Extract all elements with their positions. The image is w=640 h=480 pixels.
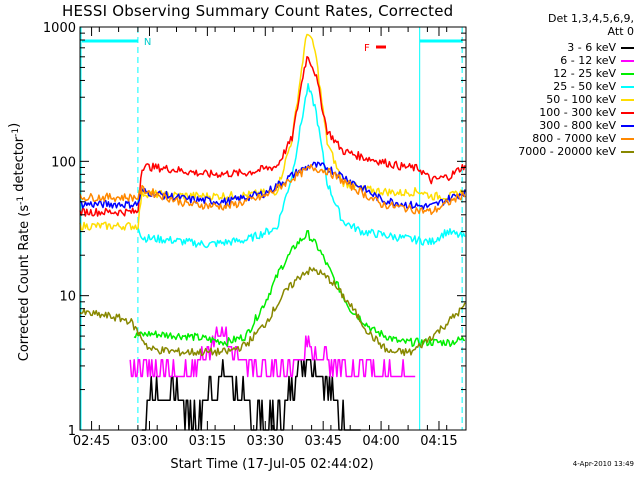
series-line-8	[79, 163, 466, 216]
x-tick-label: 04:15	[420, 434, 457, 449]
legend-label: 300 - 800 keV	[539, 119, 616, 132]
axes: 1 10 100 1000 02:45 03:00 03:15 03:30 03:45 04:00…	[43, 21, 467, 449]
x-tick-label: 03:45	[304, 434, 341, 449]
series-lines	[79, 33, 466, 431]
x-tick-label: 03:15	[189, 434, 226, 449]
x-tick-label: 02:45	[73, 434, 110, 449]
y-axis-label: Corrected Count Rate (s-1 detector-1)	[7, 123, 32, 361]
timestamp: 4-Apr-2010 13:49	[572, 460, 634, 468]
series-line-9	[79, 266, 466, 357]
legend-swatch	[621, 85, 634, 88]
y-tick-label: 1	[68, 424, 76, 439]
legend-entry: 7000 - 20000 keV	[518, 145, 634, 158]
x-tick-label: 03:00	[131, 434, 168, 449]
legend-label: 3 - 6 keV	[567, 41, 616, 54]
legend-swatch	[621, 150, 634, 153]
legend-entry: 6 - 12 keV	[560, 54, 634, 67]
legend-swatch	[621, 59, 634, 62]
flare-label: F	[364, 43, 370, 54]
y-tick-label: 10	[59, 290, 76, 305]
x-axis-label: Start Time (17-Jul-05 02:44:02)	[170, 457, 373, 472]
legend-entry: 300 - 800 keV	[539, 119, 634, 132]
legend-label: 50 - 100 keV	[546, 93, 616, 106]
series-line-6	[79, 55, 466, 217]
series-line-3	[133, 229, 466, 348]
y-tick-label: 100	[51, 155, 76, 170]
legend-label: 25 - 50 keV	[553, 80, 616, 93]
legend-label: 12 - 25 keV	[553, 67, 616, 80]
legend-swatch	[621, 72, 634, 75]
legend-entry: 12 - 25 keV	[553, 67, 634, 80]
legend-entry: 100 - 300 keV	[539, 106, 634, 119]
series-line-4	[137, 82, 466, 249]
legend-entry: 3 - 6 keV	[567, 41, 634, 54]
legend-entry: 50 - 100 keV	[546, 93, 634, 106]
y-tick-label: 1000	[43, 21, 76, 36]
legend-swatch	[621, 124, 634, 127]
x-tick-label: 04:00	[362, 434, 399, 449]
legend-label: 6 - 12 keV	[560, 54, 616, 67]
legend-entry: 25 - 50 keV	[553, 80, 634, 93]
legend-label: 100 - 300 keV	[539, 106, 616, 119]
legend-swatch	[621, 137, 634, 140]
legend-swatch	[621, 111, 634, 114]
x-tick-label: 03:30	[247, 434, 284, 449]
legend-swatch	[621, 98, 634, 101]
night-label: N	[144, 37, 151, 48]
legend-swatch	[621, 46, 634, 49]
legend-attenuator: Att 0	[607, 25, 634, 38]
chart-title: HESSI Observing Summary Count Rates, Cor…	[62, 2, 454, 20]
legend-label: 800 - 7000 keV	[532, 132, 616, 145]
series-line-2	[129, 326, 416, 378]
legend-detectors: Det 1,3,4,5,6,9,	[547, 12, 634, 25]
legend-entry: 800 - 7000 keV	[532, 132, 634, 145]
legend-label: 7000 - 20000 keV	[518, 145, 616, 158]
